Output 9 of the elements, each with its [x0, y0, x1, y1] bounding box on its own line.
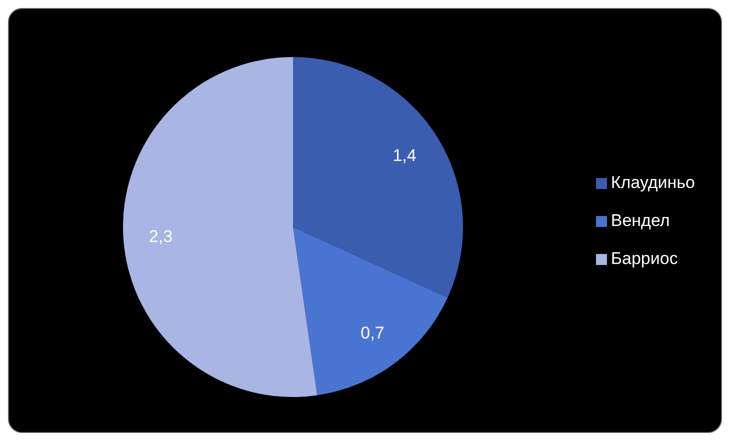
data-label: 2,3: [148, 226, 173, 246]
legend-label: Вендел: [610, 210, 670, 230]
data-label: 1,4: [392, 146, 416, 165]
legend-label: Клаудиньо: [610, 172, 695, 192]
pie-slice: [293, 227, 448, 396]
pie-slice: [123, 57, 318, 397]
legend-label: Барриос: [610, 248, 678, 268]
pie-slice: [293, 57, 463, 298]
data-label: 0,7: [360, 324, 384, 343]
